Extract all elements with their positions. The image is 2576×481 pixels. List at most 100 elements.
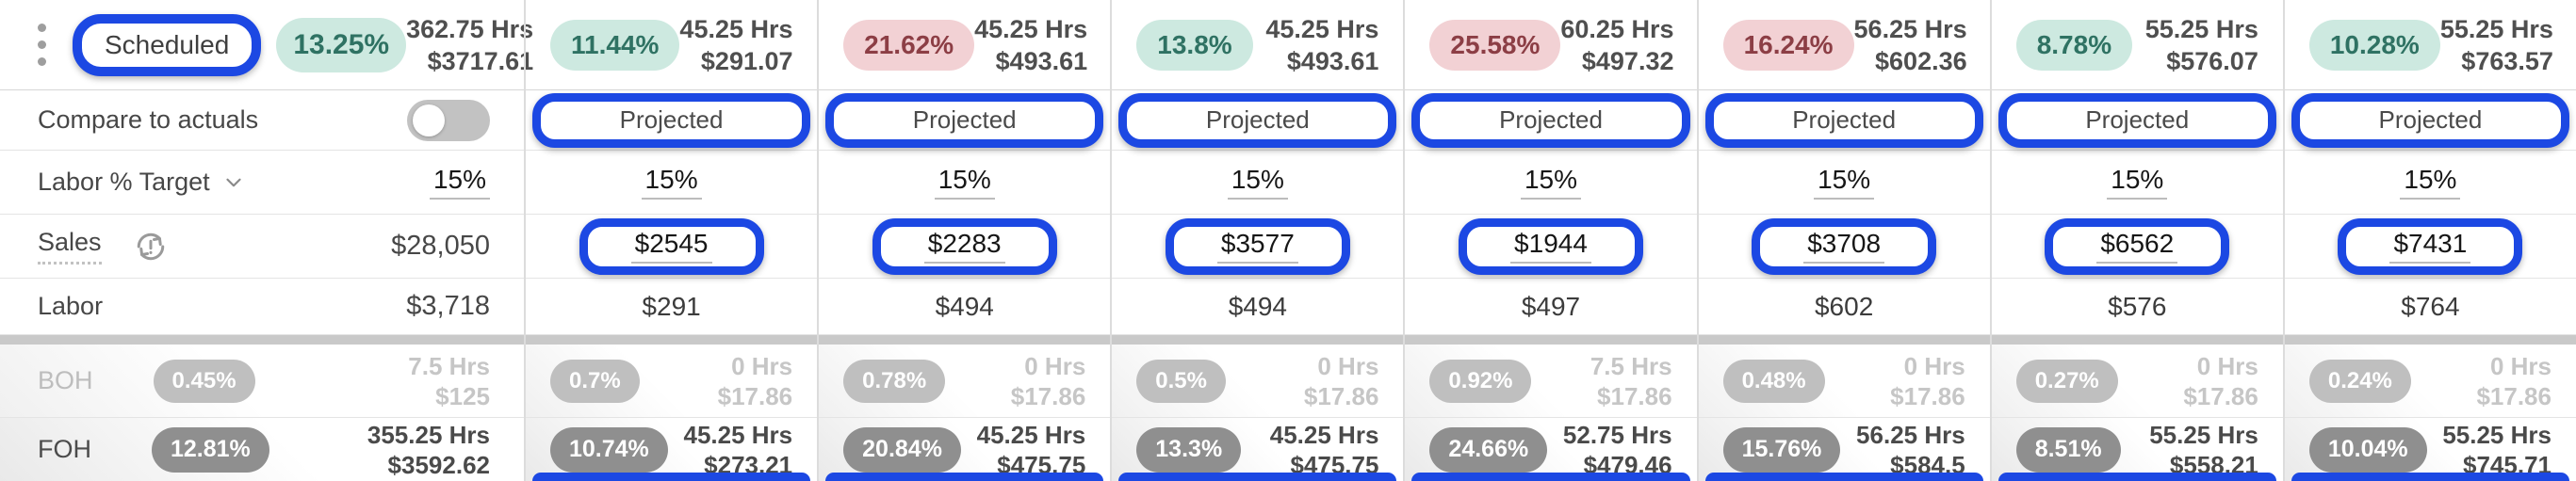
next-row-focus-ring: [825, 473, 1104, 481]
projected-button[interactable]: Projected: [2291, 92, 2569, 148]
boh-cell: 0.92% 7.5 Hrs $17.86: [1405, 345, 1697, 418]
sales-input[interactable]: $7431: [2338, 217, 2523, 275]
sales-input[interactable]: $2283: [872, 217, 1057, 275]
boh-hours: 0 Hrs: [731, 351, 793, 380]
foh-pct-badge: 12.81%: [152, 426, 269, 473]
boh-pct-badge: 0.7%: [550, 359, 640, 403]
next-row-focus-ring: [2291, 473, 2569, 481]
foh-pct-badge: 10.04%: [2308, 426, 2427, 473]
labor-value: $497: [1521, 291, 1581, 321]
projected-button[interactable]: Projected: [1118, 92, 1397, 148]
sales-input[interactable]: $1944: [1458, 217, 1643, 275]
projected-button[interactable]: Projected: [1704, 92, 1983, 148]
labor-target-cell: 15%: [1405, 151, 1697, 215]
labor-value: $764: [2401, 291, 2460, 321]
foh-cell: 15.76% 56.25 Hrs $584.5: [1698, 418, 1990, 481]
boh-amount: $125: [435, 381, 490, 410]
foh-row-header: FOH 12.81% 355.25 Hrs $3592.62: [0, 418, 524, 481]
boh-pct-badge: 0.78%: [843, 359, 946, 403]
scheduled-label: Scheduled: [105, 29, 230, 59]
foh-amount: $3592.62: [387, 450, 490, 479]
labor-row-header: Labor $3,718: [0, 279, 524, 335]
projected-cell: Projected: [2284, 90, 2576, 151]
boh-hours: 0 Hrs: [2489, 351, 2552, 380]
labor-cell: $494: [1112, 279, 1404, 335]
day-hours: 60.25 Hrs: [1560, 14, 1674, 43]
foh-hours-amount: 355.25 Hrs $3592.62: [367, 420, 490, 480]
day-hours: 56.25 Hrs: [1853, 14, 1967, 43]
projected-button[interactable]: Projected: [1411, 92, 1690, 148]
labor-target-cell: 15%: [819, 151, 1111, 215]
labor-target-input[interactable]: 15%: [1520, 165, 1582, 200]
sync-alert-icon[interactable]: [134, 230, 168, 264]
chevron-down-icon[interactable]: [221, 170, 246, 195]
sales-input[interactable]: $2545: [579, 217, 764, 275]
boh-hours: 7.5 Hrs: [1590, 351, 1672, 380]
projected-label: Projected: [619, 105, 724, 134]
scheduled-view-button[interactable]: Scheduled: [73, 13, 262, 76]
labor-target-total[interactable]: 15%: [429, 165, 490, 200]
labor-target-input[interactable]: 15%: [2400, 165, 2461, 200]
boh-hours-amount: 0 Hrs $17.86: [2476, 351, 2552, 411]
sales-row-header: Sales $28,050: [0, 215, 524, 279]
foh-hours-amount: 55.25 Hrs $745.71: [2442, 420, 2552, 480]
foh-cell: 13.3% 45.25 Hrs $475.75: [1112, 418, 1404, 481]
scheduled-summary-cell: Scheduled 13.25% 362.75 Hrs $3717.61: [0, 0, 533, 90]
boh-pct-badge: 0.5%: [1136, 359, 1226, 403]
day-column: 25.58% 60.25 Hrs $497.32 Projected 15% $…: [1403, 0, 1697, 481]
labor-target-input[interactable]: 15%: [641, 165, 702, 200]
next-row-focus-ring: [1704, 473, 1983, 481]
boh-hours-amount: 0 Hrs $17.86: [2183, 351, 2258, 411]
labor-target-input[interactable]: 15%: [1227, 165, 1288, 200]
kebab-menu-icon[interactable]: [38, 24, 46, 66]
day-hours-amount: 55.25 Hrs $763.57: [2440, 13, 2553, 77]
sales-input[interactable]: $3577: [1165, 217, 1350, 275]
next-row-focus-ring: [1997, 473, 2276, 481]
day-column: 21.62% 45.25 Hrs $493.61 Projected 15% $…: [817, 0, 1111, 481]
boh-cell: 0.27% 0 Hrs $17.86: [1991, 345, 2283, 418]
projected-cell: Projected: [1112, 90, 1404, 151]
sales-cell: $7431: [2284, 215, 2576, 279]
projected-button[interactable]: Projected: [532, 92, 811, 148]
labor-target-input[interactable]: 15%: [934, 165, 995, 200]
sales-value: $1944: [1510, 229, 1591, 264]
day-header-cell: 10.28% 55.25 Hrs $763.57: [2284, 0, 2576, 90]
day-column: 16.24% 56.25 Hrs $602.36 Projected 15% $…: [1696, 0, 1990, 481]
foh-hours-amount: 45.25 Hrs $475.75: [977, 420, 1086, 480]
section-divider: [2284, 335, 2576, 345]
sales-cell: $6562: [1991, 215, 2283, 279]
boh-pct-badge: 0.48%: [1722, 359, 1825, 403]
labor-target-input[interactable]: 15%: [1814, 165, 1875, 200]
sales-cell: $3577: [1112, 215, 1404, 279]
boh-hours-amount: 7.5 Hrs $17.86: [1590, 351, 1672, 411]
foh-pct-badge: 10.74%: [550, 426, 668, 473]
day-header-cell: 13.8% 45.25 Hrs $493.61: [1112, 0, 1404, 90]
foh-hours-amount: 56.25 Hrs $584.5: [1856, 420, 1965, 480]
sales-cell: $3708: [1698, 215, 1990, 279]
foh-pct-badge: 13.3%: [1136, 426, 1242, 473]
boh-hours-amount: 7.5 Hrs $125: [408, 351, 490, 411]
sales-input[interactable]: $3708: [1752, 217, 1937, 275]
boh-hours-amount: 0 Hrs $17.86: [1890, 351, 1965, 411]
boh-cell: 0.24% 0 Hrs $17.86: [2284, 345, 2576, 418]
foh-hours-amount: 45.25 Hrs $475.75: [1270, 420, 1379, 480]
foh-pct-badge: 20.84%: [843, 426, 961, 473]
boh-cell: 0.7% 0 Hrs $17.86: [526, 345, 818, 418]
boh-cell: 0.78% 0 Hrs $17.86: [819, 345, 1111, 418]
labor-target-cell: 15%: [1698, 151, 1990, 215]
sales-input[interactable]: $6562: [2045, 217, 2230, 275]
projected-button[interactable]: Projected: [825, 92, 1104, 148]
day-hours-amount: 55.25 Hrs $576.07: [2145, 13, 2258, 77]
day-hours: 55.25 Hrs: [2144, 14, 2258, 43]
sales-total: $28,050: [391, 231, 490, 261]
labor-value: $494: [935, 291, 994, 321]
boh-amount: $17.86: [2183, 381, 2258, 410]
foh-cell: 24.66% 52.75 Hrs $479.46: [1405, 418, 1697, 481]
labor-value: $602: [1814, 291, 1874, 321]
sales-cell: $2283: [819, 215, 1111, 279]
projected-button[interactable]: Projected: [1997, 92, 2276, 148]
compare-to-actuals-toggle[interactable]: [407, 99, 490, 141]
sales-value: $3708: [1803, 229, 1885, 264]
labor-cell: $291: [526, 279, 818, 335]
labor-target-input[interactable]: 15%: [2107, 165, 2168, 200]
